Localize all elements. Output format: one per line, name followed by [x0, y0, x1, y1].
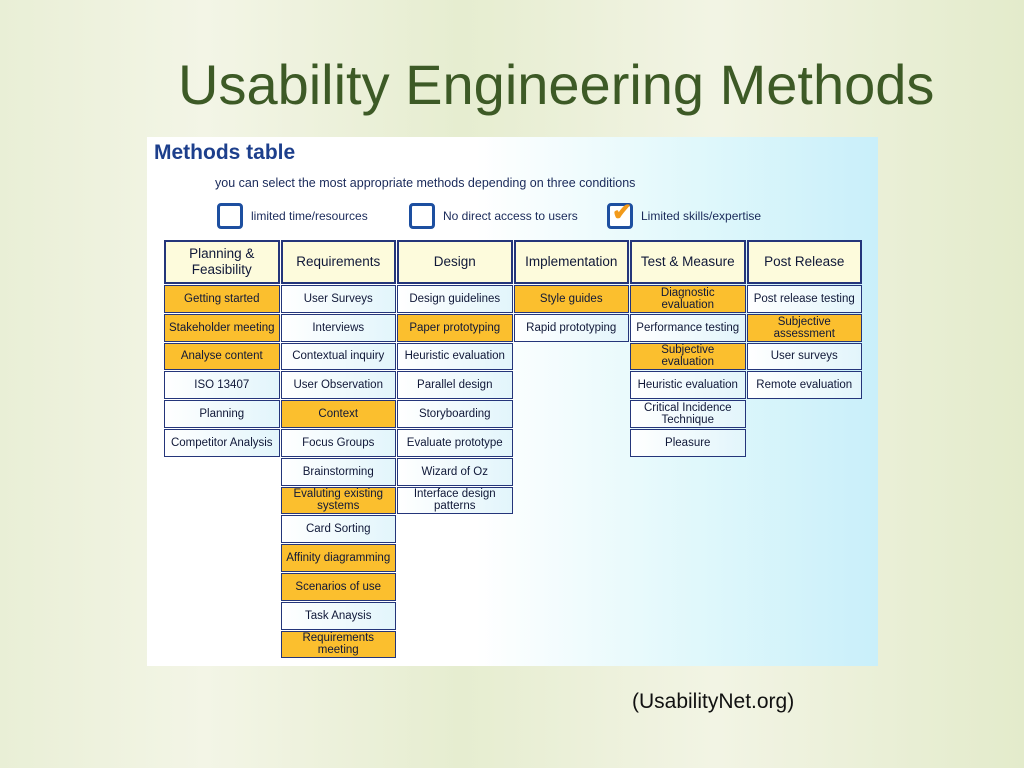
method-cell: Contextual inquiry [280, 342, 396, 371]
method-cell: Rapid prototyping [513, 313, 629, 342]
checkbox [217, 203, 243, 229]
method-cell: User surveys [746, 342, 862, 371]
method-cell: Stakeholder meeting [164, 313, 280, 342]
condition-label: limited time/resources [251, 209, 368, 223]
condition: limited time/resources [217, 203, 368, 229]
column-header: Design [397, 240, 513, 284]
method-cell: Planning [164, 400, 280, 428]
method-cell: Subjective evaluation [630, 342, 746, 371]
method-cell: Affinity diagramming [280, 544, 396, 572]
method-cell: Diagnostic evaluation [630, 285, 746, 313]
method-cell: User Observation [280, 371, 396, 400]
condition: No direct access to users [409, 203, 578, 229]
column-header: Implementation [513, 240, 629, 284]
method-cell: Remote evaluation [746, 371, 862, 400]
table-title: Methods table [154, 141, 296, 164]
method-cell: Pleasure [630, 429, 746, 457]
method-cell: Context [280, 400, 396, 428]
table-subtitle: you can select the most appropriate meth… [215, 176, 636, 190]
column-header: Test & Measure [630, 240, 746, 284]
method-cell: Card Sorting [280, 515, 396, 544]
method-cell: Post release testing [746, 285, 862, 313]
column-header: Planning & Feasibility [164, 240, 280, 284]
method-cell: User Surveys [280, 285, 396, 313]
check-mark: ✔ [612, 199, 633, 226]
slide-title: Usability Engineering Methods [178, 53, 935, 116]
method-cell: Evaluting existing systems [280, 486, 396, 515]
method-cell: Scenarios of use [280, 573, 396, 601]
column-header: Post Release [746, 240, 862, 284]
method-cell: Requirements meeting [280, 630, 396, 659]
method-cell: Wizard of Oz [397, 457, 513, 486]
method-cell: Heuristic evaluation [397, 342, 513, 371]
method-cell: Getting started [164, 285, 280, 313]
method-cell: Design guidelines [397, 285, 513, 313]
condition-label: Limited skills/expertise [641, 209, 762, 223]
method-cell: Focus Groups [280, 429, 396, 457]
method-cell: Task Anaysis [280, 601, 396, 630]
method-cell: ISO 13407 [164, 371, 280, 400]
method-cell: Interviews [280, 313, 396, 342]
method-cell: Paper prototyping [397, 313, 513, 342]
method-cell: Parallel design [397, 371, 513, 400]
method-cell: Heuristic evaluation [630, 371, 746, 400]
method-cell: Evaluate prototype [397, 429, 513, 457]
method-cell: Storyboarding [397, 400, 513, 428]
methods-table-image: Methods table you can select the most ap… [147, 137, 878, 666]
checkbox: ✔ [607, 199, 633, 229]
column-header: Requirements [280, 240, 396, 284]
source: (UsabilityNet.org) [632, 690, 795, 713]
method-cell: Analyse content [164, 342, 280, 371]
method-cell: Brainstorming [280, 457, 396, 486]
condition-label: No direct access to users [443, 209, 578, 223]
method-cell: Competitor Analysis [164, 429, 280, 457]
method-cell: Subjective assessment [746, 313, 862, 342]
method-cell: Performance testing [630, 313, 746, 342]
checkbox [409, 203, 435, 229]
method-cell: Critical Incidence Technique [630, 400, 746, 428]
condition: ✔ Limited skills/expertise [607, 199, 762, 229]
method-cell: Style guides [513, 285, 629, 313]
method-cell: Interface design patterns [397, 486, 513, 515]
